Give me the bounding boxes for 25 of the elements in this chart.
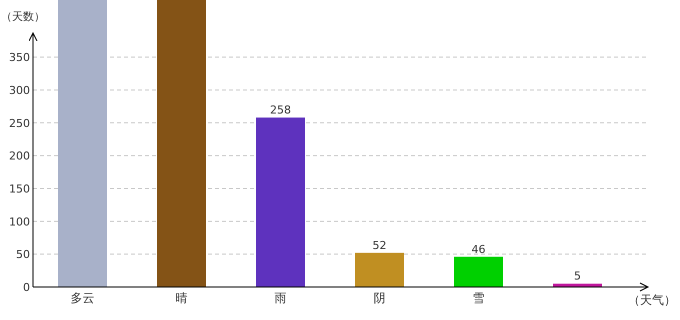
data-label: 46 [472,242,486,256]
bar [157,0,206,287]
y-axis-title: （天数） [1,10,45,23]
bar [355,252,404,287]
x-axis-title: （天气） [628,293,676,307]
bar [454,256,503,287]
y-tick-label: 300 [9,84,30,97]
data-label: 52 [372,238,386,252]
x-tick-label: 雪 [472,291,484,305]
x-tick-label: 晴 [176,291,188,305]
y-tick-label: 150 [9,182,30,196]
bar [256,118,305,287]
y-tick-label: 250 [9,116,30,130]
y-tick-label: 100 [9,215,30,228]
x-tick-label: 阴 [374,291,386,305]
bar [58,0,107,287]
y-tick-label: 0 [23,281,30,294]
y-tick-label: 200 [9,150,30,163]
y-tick-label: 50 [16,248,30,262]
data-label: 5 [574,270,581,283]
bar [553,284,602,287]
x-tick-label: 多云 [70,291,94,305]
x-tick-label: 雨 [274,291,286,305]
data-label: 258 [270,104,291,117]
y-tick-label: 350 [9,51,30,64]
